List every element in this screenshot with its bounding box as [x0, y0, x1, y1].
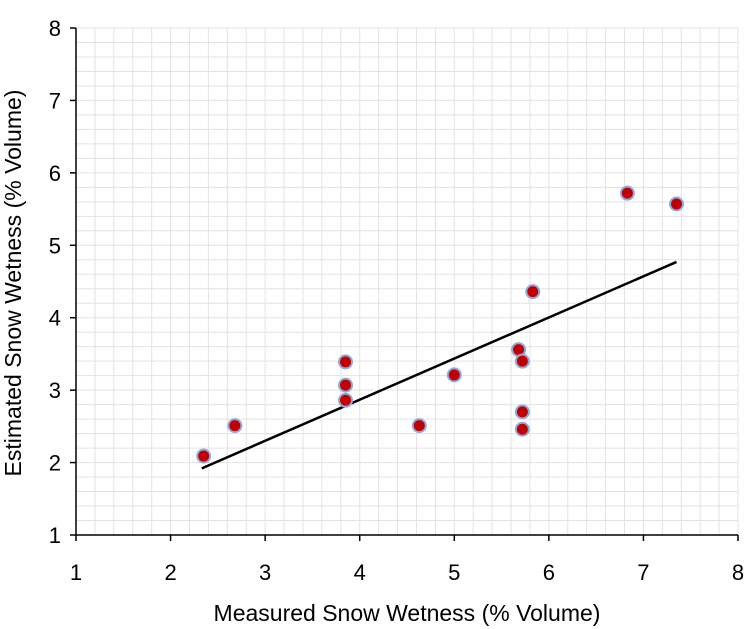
- y-tick-label: 4: [49, 306, 61, 331]
- data-point: [196, 448, 212, 464]
- data-points: [196, 185, 685, 464]
- y-tick-label: 8: [49, 16, 61, 41]
- data-point: [411, 418, 427, 434]
- x-tick-label: 2: [164, 560, 176, 585]
- data-point: [514, 353, 530, 369]
- grid-lines: [75, 27, 739, 536]
- x-axis-title: Measured Snow Wetness (% Volume): [214, 600, 601, 626]
- data-point: [669, 196, 685, 212]
- x-tick-label: 4: [354, 560, 366, 585]
- x-tick-label: 6: [543, 560, 555, 585]
- y-tick-label: 2: [49, 451, 61, 476]
- data-point: [227, 418, 243, 434]
- x-tick-label: 5: [448, 560, 460, 585]
- y-tick-label: 7: [49, 88, 61, 113]
- y-tick-label: 1: [49, 523, 61, 548]
- y-tick-label: 6: [49, 161, 61, 186]
- x-tick-label: 8: [732, 560, 744, 585]
- x-tick-label: 7: [637, 560, 649, 585]
- data-point: [619, 185, 635, 201]
- data-point: [338, 354, 354, 370]
- y-tick-label: 3: [49, 378, 61, 403]
- data-point: [514, 404, 530, 420]
- y-tick-label: 5: [49, 233, 61, 258]
- x-tick-label: 1: [70, 560, 82, 585]
- x-tick-labels: 1 2 3 4 5 6 7 8: [70, 560, 744, 585]
- y-tick-labels: 1 2 3 4 5 6 7 8: [49, 16, 61, 548]
- data-point: [514, 421, 530, 437]
- x-tick-label: 3: [259, 560, 271, 585]
- data-point: [525, 284, 541, 300]
- data-point: [338, 377, 354, 393]
- axes: [70, 27, 739, 541]
- trendline: [201, 260, 678, 470]
- data-point: [446, 367, 462, 383]
- data-point: [338, 392, 354, 408]
- trendline-group: [201, 260, 678, 470]
- y-axis-title: Estimated Snow Wetness (% Volume): [0, 90, 26, 477]
